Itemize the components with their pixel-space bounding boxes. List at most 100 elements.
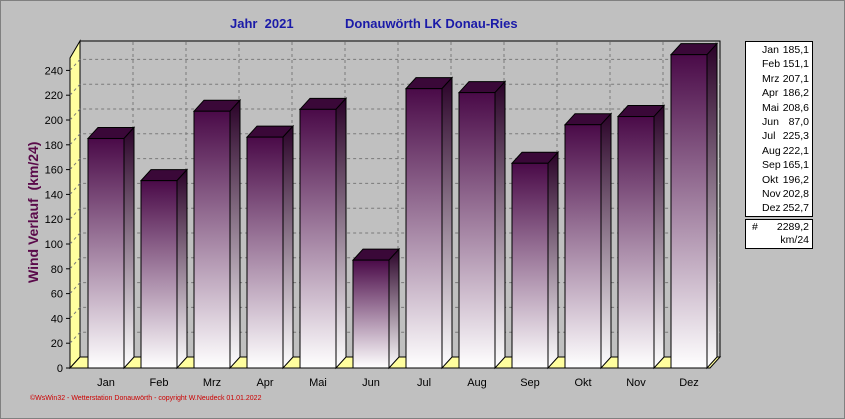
bar-front: [564, 124, 602, 369]
legend-value: 186,2: [782, 87, 809, 100]
grid-line: [69, 207, 720, 220]
x-tick-label: Jul: [417, 377, 431, 389]
y-tick-label: 40: [51, 313, 63, 325]
grid-line: [69, 257, 720, 270]
legend-month: Aug: [762, 144, 781, 157]
bar-side: [388, 247, 400, 370]
x-tick-label: Sep: [520, 377, 540, 389]
legend-row: Okt 196,2: [746, 174, 812, 188]
bar-front: [458, 92, 496, 369]
legend-month: Nov: [762, 188, 781, 200]
x-tick-label: Jun: [362, 377, 380, 389]
legend-month: Feb: [762, 58, 781, 71]
grid-line: [69, 182, 720, 195]
legend-row: Aug 222,1: [746, 145, 812, 159]
legend-month: Sep: [762, 159, 781, 172]
legend-value: 185,1: [782, 44, 809, 56]
bar: [245, 124, 295, 370]
legend-month: Jan: [762, 44, 779, 56]
legend-row: Jun 87,0: [746, 116, 812, 130]
y-tick-label: 240: [45, 65, 63, 77]
copyright-footer: ©WsWin32 - Wetterstation Donauwörth - co…: [30, 395, 262, 402]
bar-side: [653, 104, 665, 370]
chart-title-station: Donauwörth LK Donau-Ries: [345, 16, 518, 31]
y-tick-label: 80: [51, 264, 63, 276]
bar-front: [299, 108, 337, 369]
x-tick-label: Mai: [309, 377, 327, 389]
bar: [457, 80, 507, 370]
total-value: 2289,2: [776, 221, 809, 233]
bar-front: [405, 88, 443, 369]
bar-front: [140, 180, 178, 369]
grid-line: [69, 232, 720, 245]
x-tick-label: Mrz: [203, 377, 221, 389]
legend-value: 208,6: [782, 101, 809, 114]
bar-front: [511, 162, 549, 369]
bar: [404, 76, 454, 370]
bar-front: [670, 54, 708, 369]
y-tick-label: 180: [45, 140, 63, 152]
bar-front: [193, 110, 231, 369]
total-box: # 2289,2 km/24: [745, 219, 813, 249]
y-axis-ticks: 0 20 40 60 80 100 120 140 160 180 200 220 240: [45, 65, 70, 375]
grid-line: [69, 158, 720, 170]
bar-front: [87, 137, 125, 369]
legend-value: 165,1: [782, 159, 809, 172]
legend-row: Jul 225,3: [746, 130, 812, 144]
bar-side: [706, 42, 718, 370]
bar: [563, 112, 613, 370]
grid-line: [69, 306, 720, 319]
bar: [616, 104, 666, 370]
bar: [510, 150, 560, 370]
x-tick-label: Aug: [467, 377, 487, 389]
x-tick-label: Feb: [150, 377, 169, 389]
total-unit: km/24: [780, 234, 809, 246]
bar-side: [441, 76, 453, 370]
grid-line: [69, 282, 720, 294]
bar: [86, 126, 136, 370]
bar: [298, 97, 348, 370]
x-tick-label: Nov: [626, 377, 646, 389]
legend-value: 207,1: [782, 72, 809, 85]
legend-row: Nov 202,8: [746, 188, 812, 202]
legend-month: Okt: [762, 173, 779, 186]
bar-front: [352, 259, 390, 369]
legend-row: Mai 208,6: [746, 102, 812, 116]
legend-value: 222,1: [782, 144, 809, 157]
legend-value: 87,0: [788, 116, 809, 128]
x-tick-label: Dez: [679, 377, 699, 389]
bar-front: [246, 136, 284, 369]
bar-side: [335, 97, 347, 370]
x-tick-label: Okt: [574, 377, 591, 389]
y-tick-label: 20: [51, 338, 63, 350]
total-symbol: #: [752, 221, 758, 233]
legend-month: Mrz: [762, 72, 780, 85]
legend-month: Dez: [762, 202, 781, 215]
bars: [86, 42, 719, 370]
bar-side: [229, 98, 241, 370]
x-axis-labels: Jan Feb Mrz Apr Mai Jun Jul Aug Sep Okt Nov Dez: [97, 377, 699, 389]
legend-month: Apr: [762, 87, 779, 100]
bar-side: [282, 124, 294, 370]
y-tick-label: 140: [45, 189, 63, 201]
bar: [669, 42, 719, 370]
legend-value: 151,1: [782, 58, 809, 71]
legend-value: 252,7: [782, 202, 809, 215]
grid-line: [69, 83, 720, 96]
legend-box: Jan 185,1 Feb 151,1 Mrz 207,1 Apr 186,2 Mai 208,6…: [745, 41, 813, 217]
bar-side: [123, 126, 135, 370]
bar: [139, 168, 189, 370]
legend-row: Sep 165,1: [746, 159, 812, 173]
bar: [351, 247, 401, 370]
bar-side: [600, 112, 612, 370]
legend-month: Jun: [762, 116, 779, 128]
legend-value: 225,3: [782, 130, 809, 143]
y-tick-label: 200: [45, 115, 63, 127]
grid-line: [69, 331, 720, 344]
y-tick-label: 0: [57, 363, 63, 375]
legend-row: Dez 252,7: [746, 202, 812, 216]
x-tick-label: Apr: [256, 377, 273, 389]
y-tick-label: 220: [45, 90, 63, 102]
legend-value: 196,2: [782, 173, 809, 186]
